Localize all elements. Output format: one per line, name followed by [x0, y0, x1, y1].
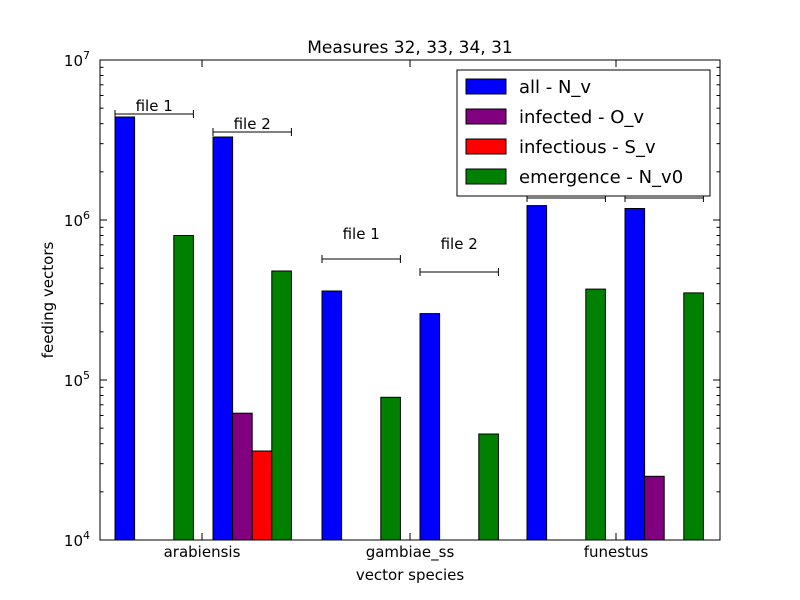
legend-swatch-series4 — [465, 168, 507, 185]
legend-label-series4: emergence - N_v0 — [519, 167, 683, 188]
file-label-arabiensis-file1: file 1 — [136, 97, 173, 115]
bar-gambiae_ss-file1-series1 — [321, 290, 343, 541]
bar-funestus-file2-series4 — [683, 292, 704, 541]
bar-arabiensis-file1-series4 — [173, 235, 194, 541]
legend: all - N_v infected - O_v infectious - S_ve… — [456, 69, 711, 197]
file-label-gambiae_ss-file1: file 1 — [343, 225, 380, 243]
y-tick-exponent: 7 — [83, 49, 90, 62]
bar-arabiensis-file2-series3 — [251, 450, 273, 541]
bar-gambiae_ss-file2-series1 — [419, 313, 441, 541]
bar-funestus-file2-series2 — [644, 475, 665, 541]
bar-funestus-file1-series4 — [585, 288, 606, 541]
legend-swatch-series1 — [465, 78, 507, 95]
x-tick-label-arabiensis: arabiensis — [164, 543, 241, 561]
file-label-arabiensis-file2: file 2 — [234, 115, 271, 133]
y-tick-exponent: 4 — [83, 529, 90, 542]
bar-funestus-file2-series1 — [624, 208, 646, 541]
bar-arabiensis-file1-series1 — [114, 116, 136, 541]
file-bracket-gambiae_ss-file1 — [321, 255, 401, 263]
legend-label-series3: infectious - S_v — [519, 137, 656, 158]
bar-funestus-file1-series1 — [526, 205, 548, 541]
x-tick-label-gambiae_ss: gambiae_ss — [366, 543, 455, 562]
file-label-gambiae_ss-file2: file 2 — [441, 235, 478, 253]
file-bracket-arabiensis-file1 — [114, 110, 194, 118]
x-axis-label: vector species — [356, 566, 465, 584]
legend-swatch-series2 — [465, 108, 507, 125]
legend-swatch-series3 — [465, 138, 507, 155]
bar-gambiae_ss-file2-series4 — [478, 433, 499, 541]
bars-layer — [114, 116, 704, 541]
chart-title: Measures 32, 33, 34, 31 — [307, 38, 512, 58]
x-tick-label-funestus: funestus — [584, 543, 649, 561]
bar-arabiensis-file2-series4 — [271, 270, 292, 541]
file-brackets-layer: file 1 file 2 file 1 file 2 — [114, 97, 704, 276]
y-tick-exponent: 5 — [83, 369, 90, 382]
legend-label-series1: all - N_v — [519, 77, 591, 98]
y-axis-label: feeding vectors — [39, 242, 57, 359]
legend-label-series2: infected - O_v — [519, 107, 644, 128]
y-tick-exponent: 6 — [83, 209, 90, 222]
bar-gambiae_ss-file1-series4 — [380, 396, 401, 541]
file-bracket-arabiensis-file2 — [212, 128, 292, 136]
bar-arabiensis-file2-series1 — [212, 136, 234, 541]
bar-arabiensis-file2-series2 — [232, 412, 253, 541]
file-bracket-gambiae_ss-file2 — [419, 268, 499, 276]
